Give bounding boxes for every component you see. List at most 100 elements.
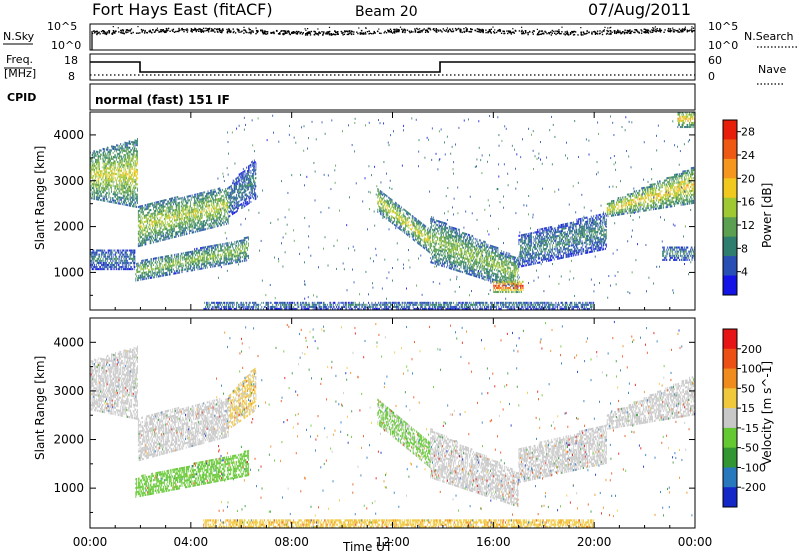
data-cell xyxy=(236,198,238,201)
data-cell xyxy=(200,259,201,262)
noise-dot xyxy=(322,32,325,34)
data-cell xyxy=(234,186,236,189)
data-cell xyxy=(114,199,116,202)
data-cell xyxy=(111,261,113,264)
data-cell xyxy=(155,240,157,243)
data-cell xyxy=(102,172,104,175)
data-cell xyxy=(231,197,233,200)
data-cell xyxy=(119,186,121,189)
noise-dot xyxy=(626,32,628,34)
data-cell xyxy=(248,238,249,241)
data-cell xyxy=(241,198,243,201)
data-cell xyxy=(121,155,122,158)
data-cell xyxy=(132,251,134,254)
data-cell xyxy=(242,179,244,182)
data-cell xyxy=(137,171,138,174)
data-cell xyxy=(208,262,210,265)
data-cell xyxy=(148,264,149,267)
data-cell xyxy=(246,197,248,200)
data-cell xyxy=(182,211,184,214)
data-cell xyxy=(195,258,197,261)
noise-dot xyxy=(607,27,609,29)
noise-dot xyxy=(594,31,596,33)
data-cell xyxy=(211,218,213,221)
data-cell xyxy=(164,228,166,231)
data-cell xyxy=(111,162,113,165)
noise-dot xyxy=(196,29,199,31)
data-cell xyxy=(193,208,195,211)
data-cell xyxy=(168,216,169,219)
data-cell xyxy=(244,259,246,262)
data-cell xyxy=(148,269,149,272)
noise-dot xyxy=(410,30,412,32)
noise-dot xyxy=(328,31,330,34)
data-cell xyxy=(159,262,161,265)
data-cell xyxy=(166,229,168,232)
data-cell xyxy=(120,188,122,191)
data-cell xyxy=(196,195,198,198)
data-cell xyxy=(179,261,181,264)
data-cell xyxy=(242,194,243,197)
data-cell xyxy=(107,148,109,151)
data-cell xyxy=(248,183,250,186)
data-cell xyxy=(250,172,252,175)
data-cell xyxy=(92,152,94,155)
data-cell xyxy=(119,190,121,193)
data-cell xyxy=(179,232,181,235)
data-cell xyxy=(119,161,121,164)
data-cell xyxy=(197,264,199,267)
noise-dot xyxy=(255,27,257,29)
data-cell xyxy=(140,278,142,281)
data-cell xyxy=(96,249,98,252)
data-cell xyxy=(229,210,231,213)
data-cell xyxy=(151,212,153,215)
data-cell xyxy=(133,172,135,175)
data-cell xyxy=(174,264,175,267)
data-cell xyxy=(252,160,254,163)
data-cell xyxy=(98,184,100,187)
data-cell xyxy=(95,183,96,186)
data-cell xyxy=(199,204,201,207)
data-cell xyxy=(187,253,189,256)
data-cell xyxy=(156,230,158,233)
data-cell xyxy=(179,257,181,260)
data-cell xyxy=(185,264,186,267)
data-cell xyxy=(96,257,98,260)
noise-dot xyxy=(198,28,200,30)
data-cell xyxy=(231,260,233,263)
data-cell xyxy=(172,207,174,210)
noise-dot xyxy=(573,30,575,33)
data-cell xyxy=(123,174,125,177)
data-cell xyxy=(132,180,134,183)
data-cell xyxy=(189,205,191,208)
data-cell xyxy=(106,167,108,170)
nave-tick-high: 60 xyxy=(708,54,722,67)
data-cell xyxy=(106,191,107,194)
data-cell xyxy=(108,266,110,269)
data-cell xyxy=(103,172,105,175)
data-cell xyxy=(204,220,206,223)
data-cell xyxy=(212,213,214,216)
noise-dot xyxy=(450,30,453,33)
data-cell xyxy=(142,237,143,240)
data-cell xyxy=(125,179,127,182)
data-cell xyxy=(233,255,235,258)
noise-dot xyxy=(667,30,670,33)
data-cell xyxy=(255,168,257,171)
noise-dot xyxy=(693,30,695,32)
data-cell xyxy=(142,239,144,242)
data-cell xyxy=(253,178,254,181)
data-cell xyxy=(90,261,92,264)
data-cell xyxy=(161,258,163,261)
data-cell xyxy=(242,204,243,207)
data-cell xyxy=(171,268,173,271)
noise-dot xyxy=(419,31,421,34)
noise-dot xyxy=(435,28,437,30)
data-cell xyxy=(195,203,196,206)
data-cell xyxy=(243,190,245,193)
data-cell xyxy=(111,172,112,175)
data-cell xyxy=(127,164,128,167)
data-cell xyxy=(191,256,193,259)
data-cell xyxy=(228,186,230,189)
noise-dot xyxy=(334,30,336,32)
